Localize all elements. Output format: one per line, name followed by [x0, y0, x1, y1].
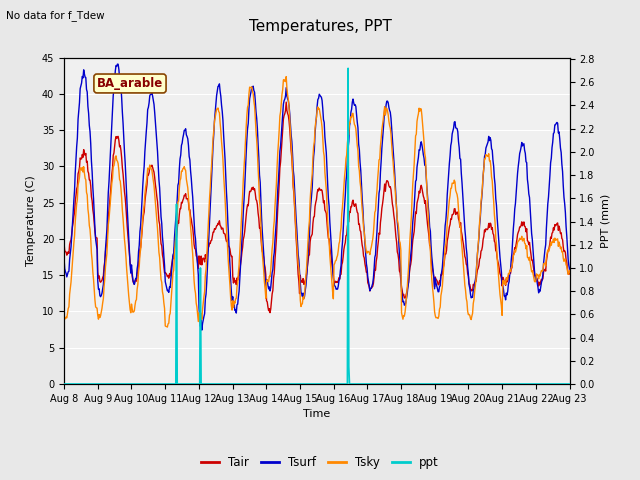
- Legend: Tair, Tsurf, Tsky, ppt: Tair, Tsurf, Tsky, ppt: [196, 452, 444, 474]
- Y-axis label: Temperature (C): Temperature (C): [26, 175, 36, 266]
- Text: Temperatures, PPT: Temperatures, PPT: [248, 19, 392, 34]
- X-axis label: Time: Time: [303, 409, 330, 419]
- Y-axis label: PPT (mm): PPT (mm): [600, 193, 611, 248]
- Text: BA_arable: BA_arable: [97, 77, 163, 90]
- Text: No data for f_Tdew: No data for f_Tdew: [6, 10, 105, 21]
